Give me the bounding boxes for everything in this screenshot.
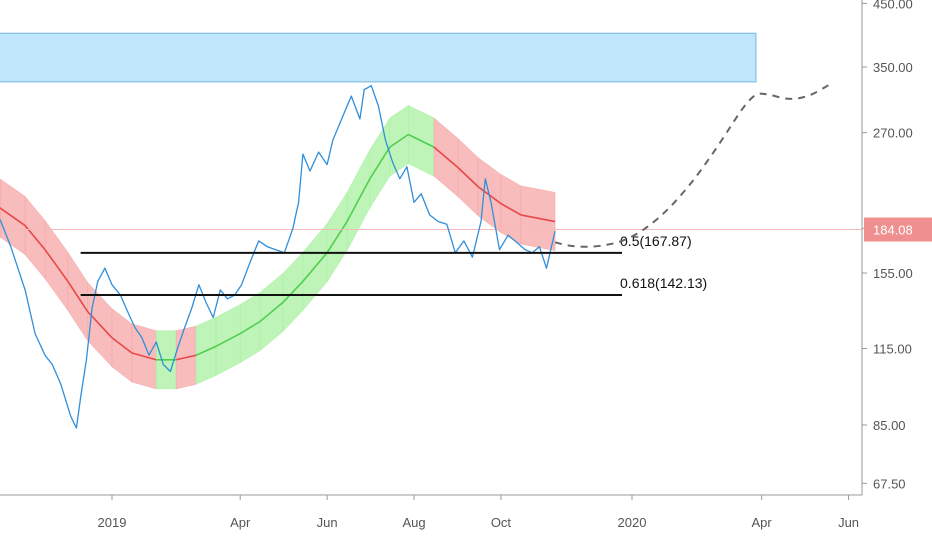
price-tick-label: 155.00 — [873, 266, 913, 281]
resistance-zone — [0, 32, 757, 83]
resistance-zone-layer — [0, 32, 757, 83]
ma-band-layer — [0, 104, 556, 390]
ma-line-segment — [111, 337, 133, 354]
ma-line-segment — [302, 252, 328, 282]
ma-line-segment — [520, 214, 556, 223]
price-tick-label: 85.00 — [873, 418, 906, 433]
ma-line-segment — [175, 354, 197, 361]
price-line-layer — [0, 85, 556, 429]
time-tick-label: 2020 — [618, 515, 647, 530]
ma-line-segment — [0, 207, 26, 227]
ma-line-segment — [282, 280, 304, 303]
fib-level-label: 0.5(167.87) — [620, 233, 692, 249]
current-price-tag — [864, 217, 932, 242]
ma-line-segment — [433, 146, 459, 169]
ma-line-segment — [369, 146, 391, 180]
ma-line-segment — [239, 320, 261, 335]
price-line — [0, 85, 556, 429]
price-axis-bg — [862, 0, 932, 550]
price-tick-label: 450.00 — [873, 0, 913, 11]
time-tick-label: 2019 — [98, 515, 127, 530]
ma-line-segment — [389, 133, 409, 148]
ma-line-segment — [457, 167, 479, 188]
ma-line-segment — [195, 345, 217, 356]
time-tick-label: Jun — [317, 515, 338, 530]
ma-line-segment — [44, 249, 69, 282]
ma-line-segment — [500, 202, 522, 216]
current-price-label: 184.08 — [873, 223, 913, 238]
fib-level-label: 0.618(142.13) — [620, 275, 707, 291]
ma-line-segment — [215, 332, 241, 348]
ma-line-segment — [407, 133, 435, 148]
time-tick-label: Apr — [752, 515, 773, 530]
time-axis-bg — [0, 495, 932, 550]
price-tick-label: 67.50 — [873, 476, 906, 491]
time-tick-label: Apr — [230, 515, 251, 530]
price-tick-label: 350.00 — [873, 60, 913, 75]
ma-line-segment — [131, 352, 157, 361]
ma-line-segment — [259, 301, 284, 323]
ma-line-segment — [67, 280, 89, 313]
ma-line-segment — [326, 221, 348, 254]
time-tick-label: Jun — [838, 515, 859, 530]
ma-line-layer — [0, 133, 556, 361]
projection-path — [554, 82, 832, 248]
projection-layer — [554, 82, 832, 248]
ma-line-segment — [346, 178, 371, 222]
fib-levels-layer: 0.5(167.87) 0.618(142.13) — [80, 233, 707, 296]
time-tick-label: Oct — [491, 515, 512, 530]
time-tick-label: Aug — [402, 515, 425, 530]
price-tick-label: 270.00 — [873, 126, 913, 141]
price-tick-label: 115.00 — [873, 342, 912, 357]
